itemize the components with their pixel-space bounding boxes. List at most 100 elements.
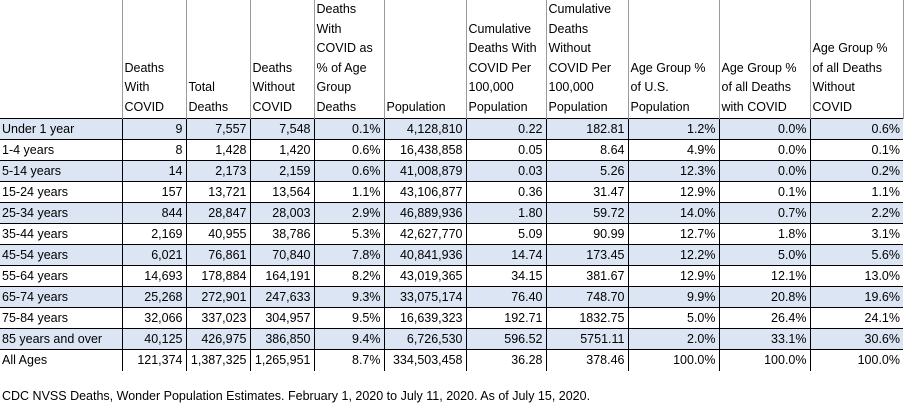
table-cell: 9.5% bbox=[314, 307, 385, 329]
table-cell: 12.2% bbox=[628, 244, 720, 266]
header-total-deaths: Total Deaths bbox=[186, 0, 251, 119]
row-label-cell: 55-64 years bbox=[0, 265, 123, 287]
table-cell: 192.71 bbox=[466, 307, 547, 329]
table-row: Under 1 year 9 7,557 7,548 0.1% 4,128,810 0.22… bbox=[0, 118, 903, 140]
table-cell: 426,975 bbox=[186, 328, 251, 350]
row-label-cell: 65-74 years bbox=[0, 286, 123, 308]
table-row: 35-44 years 2,169 40,955 38,786 5.3% 42,627,7… bbox=[0, 223, 903, 245]
table-cell: 9.9% bbox=[628, 286, 720, 308]
table-cell: 1.8% bbox=[719, 223, 811, 245]
table-cell: 13,721 bbox=[186, 181, 251, 203]
table-cell: 9 bbox=[122, 118, 187, 140]
table-cell: 1.2% bbox=[628, 118, 720, 140]
table-cell: 12.9% bbox=[628, 265, 720, 287]
table-cell: 8.7% bbox=[314, 349, 385, 371]
header-pct-of-non-covid-deaths: Age Group % of all Deaths Without COVID bbox=[810, 0, 904, 119]
table-cell: 0.03 bbox=[466, 160, 547, 182]
table-cell: 0.1% bbox=[810, 139, 903, 161]
table-cell: 182.81 bbox=[546, 118, 629, 140]
row-label-cell: 1-4 years bbox=[0, 139, 123, 161]
table-cell: 5.0% bbox=[628, 307, 720, 329]
table-cell: 1,420 bbox=[250, 139, 315, 161]
table-cell: 4,128,810 bbox=[384, 118, 467, 140]
table-cell: 2.9% bbox=[314, 202, 385, 224]
table-cell: 3.1% bbox=[810, 223, 903, 245]
table-cell: 1.1% bbox=[314, 181, 385, 203]
table-cell: 378.46 bbox=[546, 349, 629, 371]
table-row: 55-64 years 14,693 178,884 164,191 8.2% 43,01… bbox=[0, 265, 903, 287]
table-cell: 14 bbox=[122, 160, 187, 182]
header-covid-pct-of-deaths: Deaths With COVID as % of Age Group Deat… bbox=[314, 0, 385, 119]
table-cell: 32,066 bbox=[122, 307, 187, 329]
table-cell: 7.8% bbox=[314, 244, 385, 266]
table-cell: 8.64 bbox=[546, 139, 629, 161]
table-cell: 337,023 bbox=[186, 307, 251, 329]
table-cell: 2.0% bbox=[628, 328, 720, 350]
row-label-cell: 15-24 years bbox=[0, 181, 123, 203]
table-cell: 13,564 bbox=[250, 181, 315, 203]
table-cell: 16,639,323 bbox=[384, 307, 467, 329]
table-cell: 20.8% bbox=[719, 286, 811, 308]
row-label-cell: 75-84 years bbox=[0, 307, 123, 329]
table-cell: 0.22 bbox=[466, 118, 547, 140]
table-cell: 334,503,458 bbox=[384, 349, 467, 371]
table-cell: 12.1% bbox=[719, 265, 811, 287]
table-cell: 1.1% bbox=[810, 181, 903, 203]
table-cell: 13.0% bbox=[810, 265, 903, 287]
table-cell: 0.05 bbox=[466, 139, 547, 161]
table-cell: 40,125 bbox=[122, 328, 187, 350]
header-deaths-without-covid: Deaths Without COVID bbox=[250, 0, 315, 119]
table-cell: 2.2% bbox=[810, 202, 903, 224]
table-cell: 6,021 bbox=[122, 244, 187, 266]
table-cell: 844 bbox=[122, 202, 187, 224]
table-cell: 16,438,858 bbox=[384, 139, 467, 161]
table-cell: 0.1% bbox=[719, 181, 811, 203]
header-deaths-with-covid: Deaths With COVID bbox=[122, 0, 187, 119]
table-cell: 2,173 bbox=[186, 160, 251, 182]
row-label-cell: 45-54 years bbox=[0, 244, 123, 266]
table-cell: 272,901 bbox=[186, 286, 251, 308]
table-cell: 4.9% bbox=[628, 139, 720, 161]
table-cell: 43,106,877 bbox=[384, 181, 467, 203]
table-row: 15-24 years 157 13,721 13,564 1.1% 43,106,877… bbox=[0, 181, 903, 203]
table-cell: 31.47 bbox=[546, 181, 629, 203]
table-cell: 46,889,936 bbox=[384, 202, 467, 224]
table-cell: 76,861 bbox=[186, 244, 251, 266]
table-cell: 0.6% bbox=[810, 118, 903, 140]
table-cell: 100.0% bbox=[719, 349, 811, 371]
table-cell: 1.80 bbox=[466, 202, 547, 224]
table-cell: 59.72 bbox=[546, 202, 629, 224]
table-cell: 173.45 bbox=[546, 244, 629, 266]
table-cell: 0.0% bbox=[719, 160, 811, 182]
row-label-cell: Under 1 year bbox=[0, 118, 123, 140]
table-cell: 12.7% bbox=[628, 223, 720, 245]
table-cell: 19.6% bbox=[810, 286, 903, 308]
table-cell: 2,169 bbox=[122, 223, 187, 245]
table-cell: 0.6% bbox=[314, 160, 385, 182]
table-cell: 0.2% bbox=[810, 160, 903, 182]
header-pct-of-population: Age Group % of U.S. Population bbox=[628, 0, 720, 119]
table-cell: 381.67 bbox=[546, 265, 629, 287]
table-cell: 28,847 bbox=[186, 202, 251, 224]
table-cell: 7,548 bbox=[250, 118, 315, 140]
table-cell: 157 bbox=[122, 181, 187, 203]
table-cell: 76.40 bbox=[466, 286, 547, 308]
table-cell: 36.28 bbox=[466, 349, 547, 371]
table-cell: 30.6% bbox=[810, 328, 903, 350]
table-cell: 12.9% bbox=[628, 181, 720, 203]
header-covid-per-100k: Cumulative Deaths With COVID Per 100,000… bbox=[466, 0, 547, 119]
header-row: Deaths With COVID Total Deaths Deaths Wi… bbox=[0, 0, 904, 119]
table-cell: 14,693 bbox=[122, 265, 187, 287]
table-cell: 0.0% bbox=[719, 118, 811, 140]
table-cell: 5.3% bbox=[314, 223, 385, 245]
table-cell: 5.0% bbox=[719, 244, 811, 266]
table-cell: 34.15 bbox=[466, 265, 547, 287]
table-cell: 8 bbox=[122, 139, 187, 161]
table-cell: 40,955 bbox=[186, 223, 251, 245]
table-cell: 14.0% bbox=[628, 202, 720, 224]
table-cell: 178,884 bbox=[186, 265, 251, 287]
table-cell: 1,387,325 bbox=[186, 349, 251, 371]
table-row: 5-14 years 14 2,173 2,159 0.6% 41,008,879 0.03… bbox=[0, 160, 903, 182]
table-row: 1-4 years 8 1,428 1,420 0.6% 16,438,858 0.05 8.… bbox=[0, 139, 903, 161]
total-row: All Ages 121,374 1,387,325 1,265,951 8.7% 334… bbox=[0, 349, 903, 371]
